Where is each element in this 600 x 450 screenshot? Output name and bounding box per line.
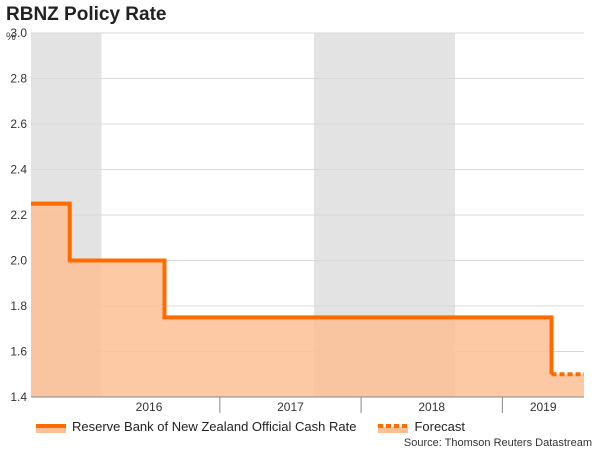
y-axis-unit-label: %	[6, 31, 16, 43]
series-line-0	[31, 201, 554, 375]
x-tick-label-0: 2016	[136, 400, 163, 414]
y-tick-label-3: 2.0	[10, 254, 27, 268]
legend-label-official-cash-rate: Reserve Bank of New Zealand Official Cas…	[72, 419, 357, 434]
legend: Reserve Bank of New Zealand Official Cas…	[36, 419, 487, 434]
y-tick-label-6: 2.6	[10, 117, 27, 131]
rate-area	[31, 203, 584, 397]
y-tick-label-5: 2.4	[10, 163, 27, 177]
chart-title: RBNZ Policy Rate	[6, 4, 167, 25]
y-axis-ticks: 1.4 1.6 1.8 2.0 2.2 2.4 2.6 2.8 3.0	[10, 26, 27, 404]
legend-swatch-solid	[36, 423, 66, 433]
legend-item-official-cash-rate: Reserve Bank of New Zealand Official Cas…	[36, 419, 356, 434]
x-tick-label-1: 2017	[277, 400, 304, 414]
y-tick-label-1: 1.6	[10, 345, 27, 359]
y-tick-label-7: 2.8	[10, 72, 27, 86]
legend-item-forecast: Forecast	[378, 419, 465, 434]
series-area-1	[551, 374, 584, 397]
x-tick-label-2: 2018	[418, 400, 445, 414]
x-axis-ticks: 2016 2017 2018 2019	[31, 396, 584, 414]
x-tick-label-3: 2019	[530, 400, 557, 414]
legend-label-forecast: Forecast	[414, 419, 466, 434]
y-tick-label-4: 2.2	[10, 208, 27, 222]
source-note: Source: Thomson Reuters Datastream	[403, 437, 592, 449]
y-tick-label-8: 3.0	[10, 26, 27, 40]
y-tick-label-2: 1.8	[10, 299, 27, 313]
legend-swatch-dotted	[378, 423, 409, 433]
rate-lines	[31, 201, 584, 377]
y-tick-label-0: 1.4	[10, 390, 27, 404]
series-area-0	[31, 203, 552, 397]
